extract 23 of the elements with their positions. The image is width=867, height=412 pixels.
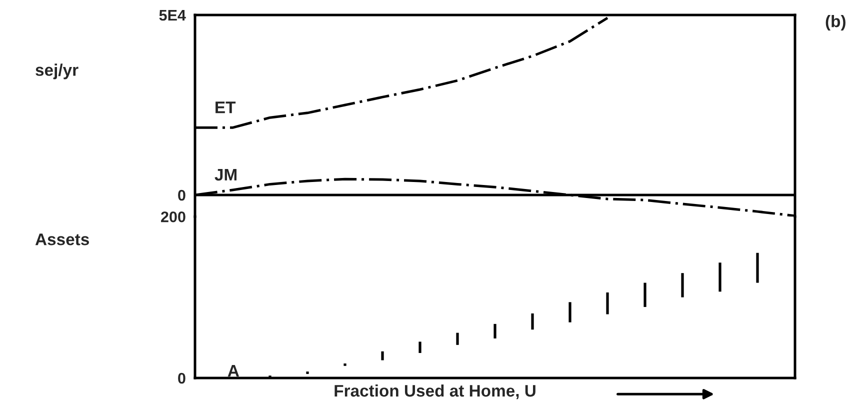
y-axis-title: sej/yr [36, 64, 78, 80]
bar [681, 273, 684, 298]
bar [644, 282, 646, 307]
y-tick-label: 5E4 [159, 10, 186, 21]
bar [568, 302, 572, 322]
bar [718, 262, 722, 292]
x-axis-title: Fraction Used at Home, U [334, 384, 536, 400]
bar [344, 363, 346, 366]
bar [494, 324, 496, 338]
bar [418, 342, 422, 353]
series-label: JM [214, 168, 236, 181]
text: (b) [826, 15, 846, 31]
y-axis-title: Assets [35, 234, 89, 246]
y-tick-label: 0 [178, 190, 186, 201]
series-label: ET [216, 102, 236, 114]
bar [756, 252, 759, 283]
y-tick-label: 0 [178, 372, 186, 384]
bar [606, 292, 609, 314]
bar [381, 351, 384, 360]
bar [531, 313, 534, 330]
y-tick-label: 200 [161, 211, 186, 222]
series-label: A [228, 365, 240, 377]
bar [456, 332, 459, 345]
